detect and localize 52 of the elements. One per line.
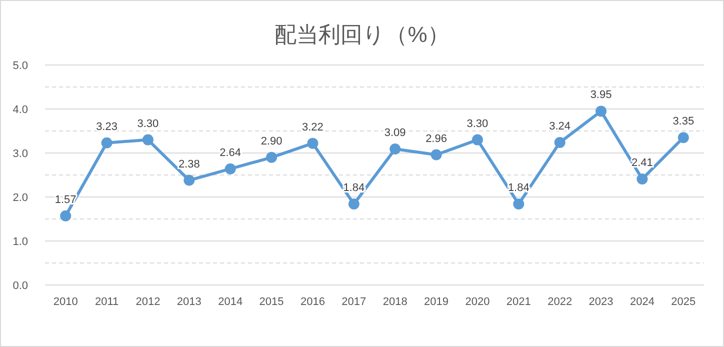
x-tick-label: 2023 (588, 296, 614, 308)
x-tick-label: 2018 (382, 296, 408, 308)
x-tick-label: 2016 (300, 296, 325, 308)
text: 2.96 (426, 132, 447, 145)
y-tick-label: 3.0 (12, 148, 28, 160)
point (390, 144, 401, 155)
x-tick-label: 2020 (465, 296, 490, 308)
point (636, 173, 648, 184)
text: 3.24 (549, 120, 571, 132)
text: 3.22 (302, 121, 324, 134)
point (513, 198, 524, 210)
text: 3.30 (137, 118, 159, 130)
x-tick-label: 2014 (218, 296, 243, 308)
text: 2.64 (220, 146, 242, 159)
text: 3.23 (96, 120, 118, 133)
point (101, 137, 112, 148)
y-tick-label: 1.0 (12, 236, 28, 248)
x-tick-label: 2015 (259, 296, 284, 308)
x-tick-label: 2021 (506, 296, 531, 308)
x-tick-label: 2012 (136, 296, 160, 308)
x-tick-label: 2025 (671, 296, 696, 308)
point (184, 174, 195, 186)
text: 3.09 (384, 127, 406, 140)
y-tick-label: 2.0 (12, 192, 28, 204)
text: 3.35 (672, 116, 694, 128)
point (472, 134, 483, 146)
point (60, 210, 72, 222)
point (307, 138, 318, 149)
point (142, 134, 154, 146)
x-tick-label: 2013 (176, 296, 202, 308)
point (266, 152, 278, 163)
point (596, 106, 607, 117)
text: 1.84 (343, 182, 365, 194)
x-tick-label: 2019 (424, 296, 449, 308)
y-tick-label: 0.0 (12, 280, 28, 292)
text: 3.30 (466, 118, 488, 130)
text: 3.95 (590, 89, 612, 102)
x-tick-label: 2011 (94, 296, 119, 308)
chart-title: 配当利回り（%） (274, 22, 450, 47)
x-tick-label: 2017 (342, 296, 366, 308)
y-tick-label: 4.0 (12, 104, 28, 116)
point (554, 136, 566, 148)
x-tick-label: 2024 (630, 296, 654, 308)
x-tick-label: 2022 (548, 296, 572, 308)
point (348, 198, 360, 210)
text: 2.90 (260, 135, 282, 148)
x-tick-label: 2010 (53, 296, 78, 308)
point (430, 149, 442, 160)
y-tick-label: 5.0 (12, 60, 28, 72)
point (224, 163, 236, 174)
point (678, 132, 689, 144)
text: 2.38 (178, 158, 200, 170)
